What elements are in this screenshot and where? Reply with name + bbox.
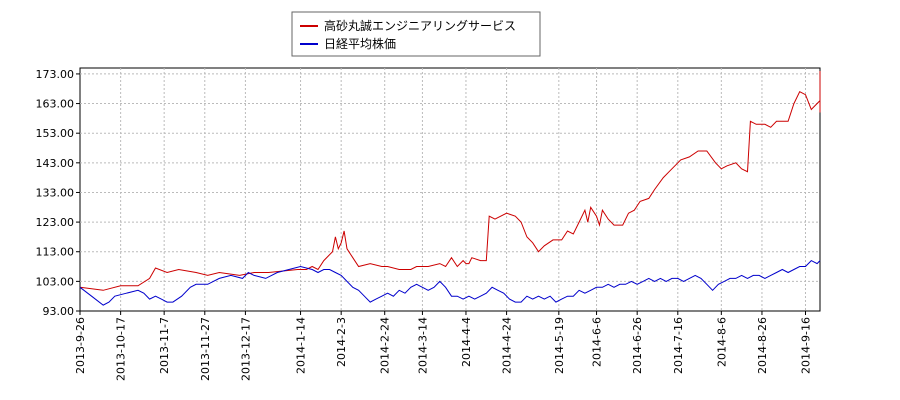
y-tick-label: 143.00 [36,157,75,170]
x-tick-label: 2014-1-14 [295,317,308,374]
x-tick-label: 2014-4-4 [460,317,473,367]
x-tick-label: 2014-6-6 [591,317,604,367]
x-axis-ticks: 2013-9-26 2013-10-17 2013-11-7 2013-11-27 20… [74,311,812,381]
x-tick-label: 2014-3-14 [416,317,429,374]
y-tick-label: 133.00 [36,186,75,199]
x-tick-label: 2014-4-24 [501,317,514,374]
legend-label-series-1: 高砂丸誠エンジニアリングサービス [324,18,516,33]
series-lines [79,71,821,306]
x-tick-label: 2014-9-16 [799,317,812,374]
x-tick-label: 2014-2-3 [335,317,348,367]
series-line-2 [79,259,821,306]
y-tick-label: 153.00 [36,127,75,140]
x-tick-label: 2014-8-26 [756,317,769,374]
y-tick-label: 123.00 [36,216,75,229]
x-tick-label: 2014-2-24 [379,317,392,374]
legend-box [291,11,541,57]
x-tick-label: 2014-8-6 [715,317,728,367]
x-tick-label: 2014-5-19 [553,317,566,374]
x-tick-label: 2013-11-27 [199,317,212,381]
x-tick-label: 2014-6-26 [631,317,644,374]
x-tick-label: 2013-9-26 [74,317,87,374]
x-tick-label: 2013-12-17 [239,317,252,381]
legend-label-series-2: 日経平均株価 [324,36,396,51]
x-tick-label: 2013-10-17 [115,317,128,381]
x-tick-label: 2013-11-7 [158,317,171,374]
y-axis-ticks: 93.00 103.00 113.00 123.00 133.00 143.00 153.0… [36,68,80,318]
legend: 高砂丸誠エンジニアリングサービス 日経平均株価 [291,11,541,57]
y-tick-label: 93.00 [43,305,75,318]
y-tick-label: 173.00 [36,68,75,81]
y-tick-label: 103.00 [36,275,75,288]
gridlines [80,68,820,311]
y-tick-label: 163.00 [36,98,75,111]
x-tick-label: 2014-7-16 [672,317,685,374]
plot-area [79,67,821,312]
series-line-1 [79,71,821,291]
y-tick-label: 113.00 [36,246,75,259]
